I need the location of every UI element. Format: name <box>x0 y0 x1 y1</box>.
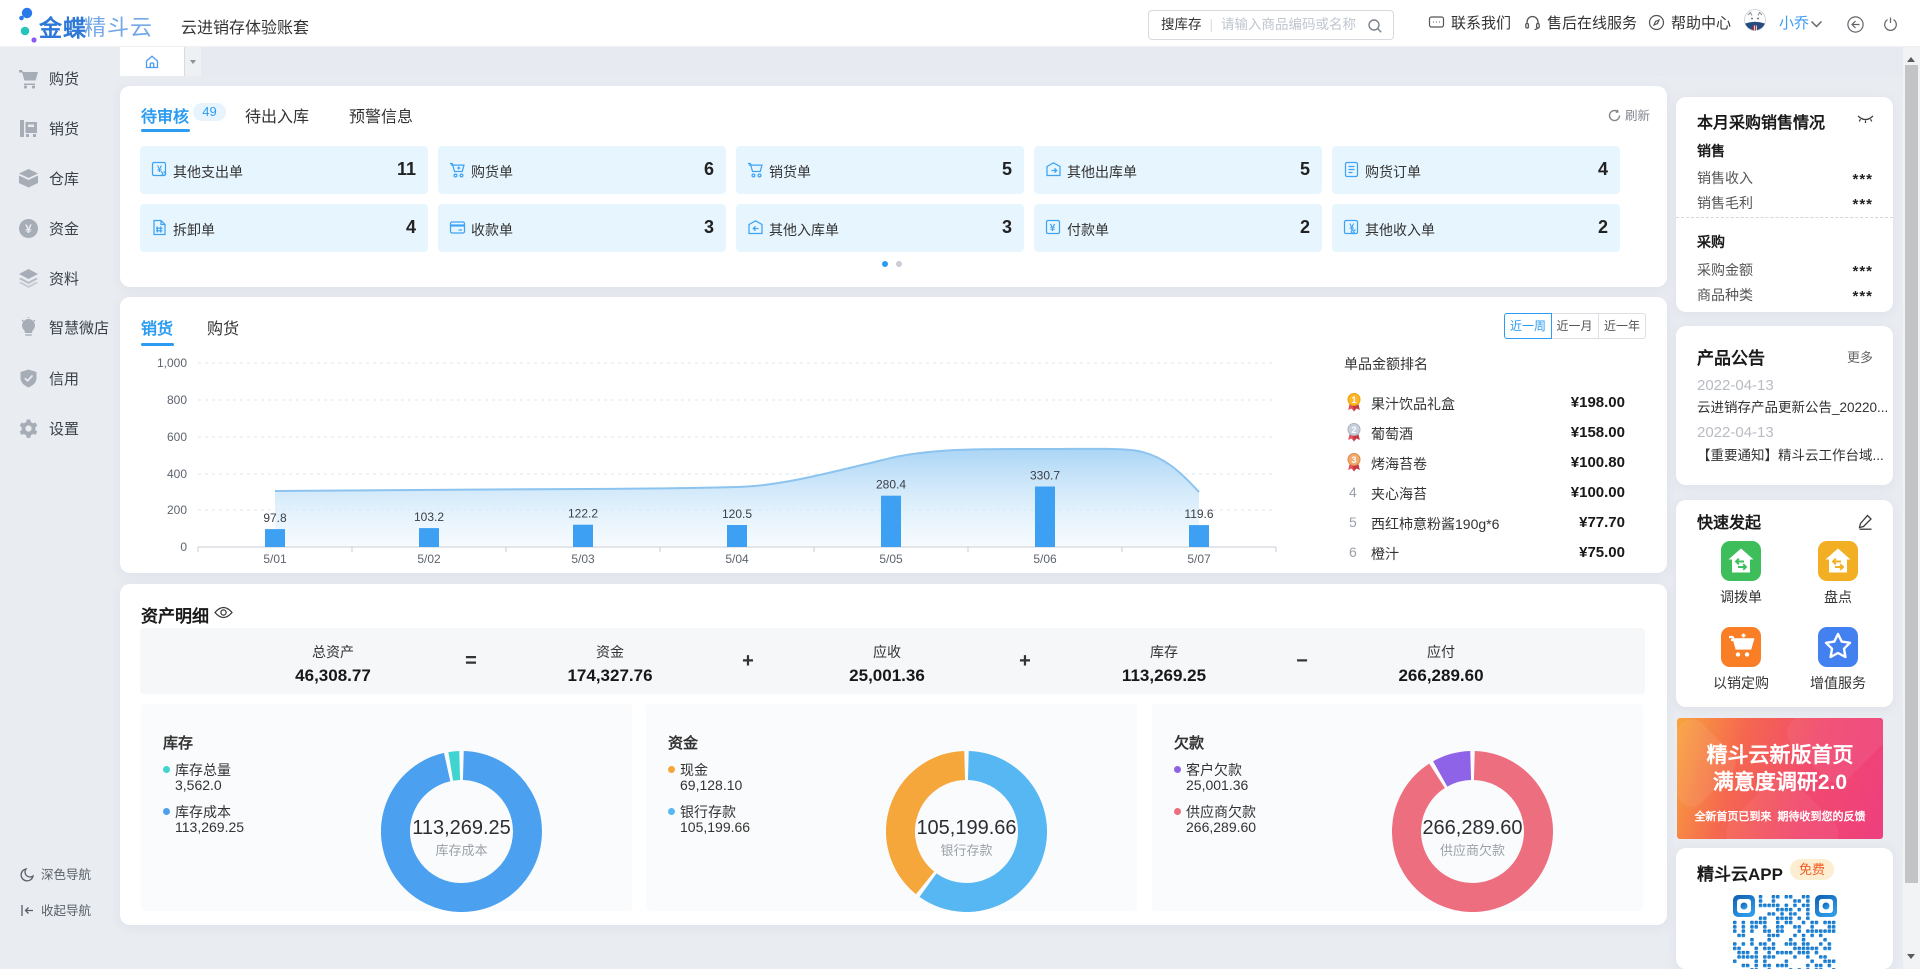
svg-text:5/05: 5/05 <box>879 552 903 566</box>
svg-text:¥: ¥ <box>157 164 162 174</box>
svg-text:5/07: 5/07 <box>1187 552 1211 566</box>
svg-text:103.2: 103.2 <box>414 510 444 524</box>
svg-text:5/06: 5/06 <box>1033 552 1057 566</box>
svg-text:2: 2 <box>1351 425 1356 435</box>
svg-text:5/02: 5/02 <box>417 552 441 566</box>
svg-text:330.7: 330.7 <box>1030 469 1060 483</box>
svg-text:400: 400 <box>167 467 187 481</box>
svg-text:120.5: 120.5 <box>722 507 752 521</box>
svg-text:5/04: 5/04 <box>725 552 749 566</box>
svg-text:600: 600 <box>167 430 187 444</box>
svg-text:¥: ¥ <box>1349 222 1354 232</box>
svg-text:¥: ¥ <box>25 222 32 236</box>
svg-text:1,000: 1,000 <box>157 356 187 370</box>
svg-text:119.6: 119.6 <box>1184 507 1213 521</box>
svg-text:0: 0 <box>180 540 187 554</box>
svg-text:1: 1 <box>1351 395 1356 405</box>
svg-text:¥: ¥ <box>1050 223 1056 234</box>
svg-text:200: 200 <box>167 503 187 517</box>
svg-text:122.2: 122.2 <box>568 507 598 521</box>
svg-text:280.4: 280.4 <box>876 478 906 492</box>
svg-text:800: 800 <box>167 393 187 407</box>
svg-text:5/03: 5/03 <box>571 552 595 566</box>
svg-text:5/01: 5/01 <box>263 552 287 566</box>
svg-text:97.8: 97.8 <box>263 511 287 525</box>
svg-text:3: 3 <box>1351 455 1356 465</box>
